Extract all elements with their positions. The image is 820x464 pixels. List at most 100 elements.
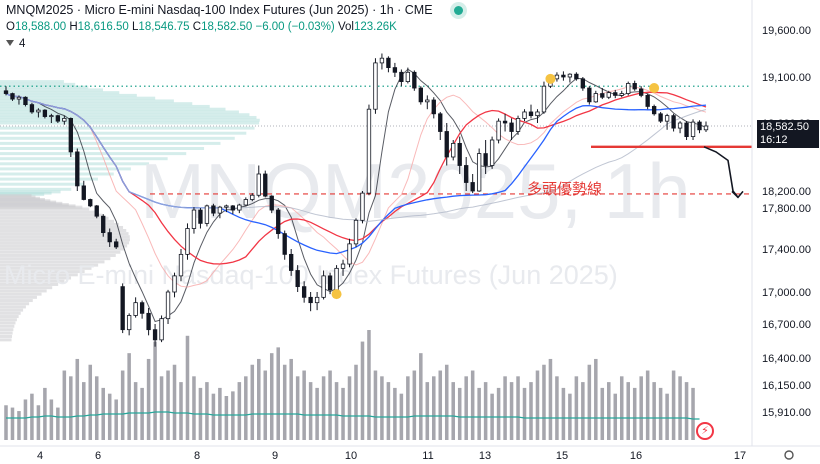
volume-bar — [276, 347, 280, 440]
signal-markers — [331, 73, 660, 300]
candle-body — [81, 185, 86, 200]
volume-bar — [457, 387, 462, 440]
candle-body — [399, 71, 404, 83]
volume-profile-bar — [0, 131, 247, 135]
candle-body — [133, 302, 138, 316]
volume-profile-bar — [0, 205, 83, 209]
volume-profile-bar — [0, 331, 13, 335]
volume-profile-bar — [0, 295, 37, 299]
volume-bar — [302, 370, 306, 440]
candle-body — [340, 263, 346, 269]
volume-bar — [69, 376, 73, 440]
watermark-symbol: MNQM2025, 1h — [140, 147, 691, 235]
time-tick-label: 11 — [422, 450, 433, 462]
volume-bar — [308, 382, 313, 440]
volume-profile-bar — [0, 338, 12, 342]
volume-bar — [542, 364, 546, 440]
candle-body — [88, 199, 93, 207]
volume-profile-bar — [0, 110, 239, 114]
volume-bar — [62, 370, 67, 440]
candle-body — [554, 74, 560, 80]
candle-body — [243, 199, 248, 206]
price-tick-label: 17,400.00 — [762, 244, 811, 256]
signal-dot — [649, 83, 660, 94]
volume-bar — [49, 399, 54, 440]
price-tick-label: 16,400.00 — [762, 353, 811, 365]
volume-bar — [529, 382, 533, 440]
candle-body — [68, 118, 73, 153]
candle-body — [522, 111, 527, 119]
volume-bar — [516, 376, 520, 440]
volume-profile-bar — [0, 99, 174, 103]
candle-body — [574, 73, 579, 80]
volume-profile-bar — [0, 107, 226, 111]
volume-profile-bar — [0, 157, 168, 161]
candle-body — [49, 115, 54, 118]
volume-bar — [639, 376, 643, 440]
volume-profile-bar — [0, 247, 125, 251]
price-tick-label: 15,910.00 — [762, 407, 811, 419]
flash-icon[interactable]: ⚡ — [696, 422, 714, 440]
candle-body — [379, 57, 385, 64]
last-price-tag: 18,582.50 16:12 — [757, 120, 819, 148]
volume-bar — [419, 353, 423, 440]
candle-body — [36, 109, 41, 113]
market-open-icon — [454, 6, 464, 15]
volume-profile-bar — [0, 292, 42, 296]
volume-profile-bar — [0, 250, 121, 254]
volume-bar — [373, 370, 378, 440]
volume-bar — [444, 364, 449, 440]
candle-body — [528, 111, 534, 117]
candle-body — [470, 182, 475, 192]
volume-bar — [626, 382, 630, 440]
candle-body — [606, 92, 611, 98]
symbol-title[interactable]: MNQM2025 · Micro E-mini Nasdaq-100 Index… — [6, 3, 464, 17]
volume-profile-bar — [0, 118, 260, 122]
candle-body — [418, 87, 423, 103]
volume-bar — [613, 393, 618, 440]
volume-bar — [594, 358, 598, 440]
volume-bar — [218, 387, 222, 440]
volume-profile-bar — [0, 225, 124, 229]
volume-bar — [114, 399, 118, 440]
volume-bar — [393, 387, 397, 440]
candle-body — [651, 106, 657, 115]
volume-bar — [133, 382, 138, 440]
candle-body — [301, 286, 307, 298]
candle-body — [289, 253, 294, 271]
volume-bar — [289, 358, 293, 440]
volume-profile-bar — [0, 82, 76, 86]
volume-profile-bar — [0, 102, 193, 106]
volume-bar — [10, 407, 15, 440]
volume-bar — [652, 382, 656, 440]
low-label: L — [132, 21, 139, 33]
candle-body — [489, 139, 495, 166]
volume-profile-bar — [0, 80, 64, 84]
volume-bar — [412, 370, 417, 440]
volume-bar — [224, 396, 229, 440]
time-tick-label: 4 — [37, 450, 43, 462]
indicator-count: 4 — [19, 38, 26, 50]
volume-bar — [354, 364, 358, 440]
volume-bar — [192, 376, 196, 440]
candle-body — [178, 253, 184, 277]
volume-bar — [587, 364, 592, 440]
candle-body — [464, 165, 469, 183]
volume-bar — [386, 382, 391, 440]
candle-body — [476, 153, 482, 192]
volume-profile-bar — [0, 238, 130, 242]
volume-profile-bar — [0, 93, 137, 97]
indicators-toggle[interactable]: 4 — [6, 38, 25, 50]
volume-profile-bar — [0, 207, 90, 211]
volume-bar — [328, 370, 332, 440]
volume-profile-bar — [0, 182, 84, 186]
candle-body — [120, 286, 125, 331]
last-price: 18,582.50 — [760, 121, 809, 133]
time-tick-label: 9 — [272, 450, 278, 462]
candle-body — [314, 296, 320, 304]
drawings[interactable] — [591, 145, 752, 199]
bar-countdown: 16:12 — [760, 134, 788, 146]
volume-profile-bar — [0, 253, 116, 257]
candle-body — [172, 275, 177, 293]
